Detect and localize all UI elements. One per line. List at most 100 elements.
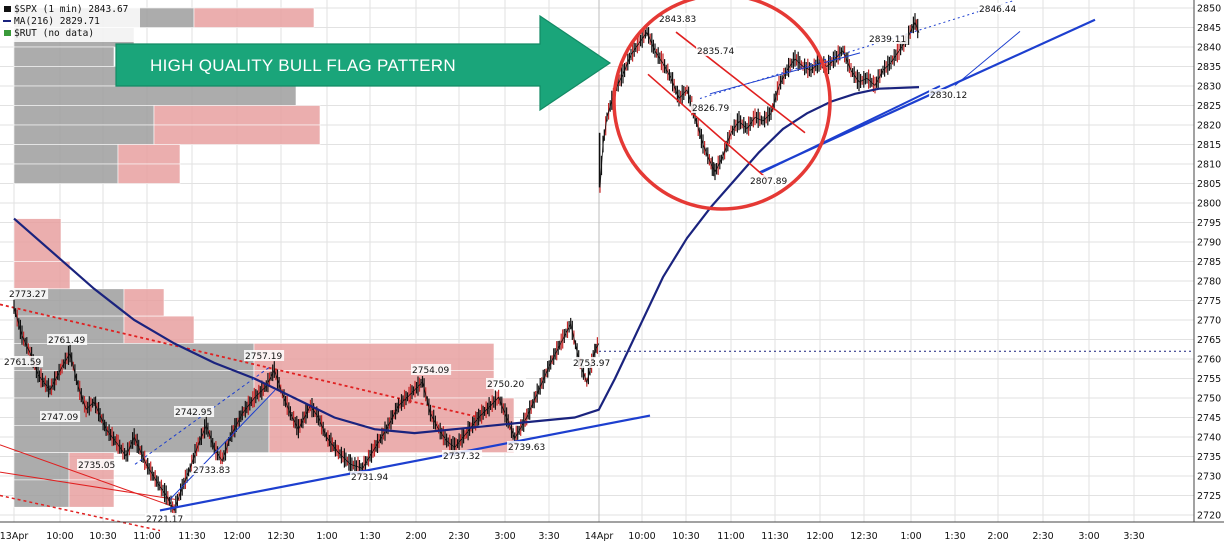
volume-profile-bar bbox=[193, 7, 315, 28]
y-tick-label: 2845 bbox=[1197, 23, 1221, 34]
price-label-bg bbox=[350, 471, 391, 482]
y-tick-label: 2815 bbox=[1197, 140, 1221, 151]
x-tick-label: 13Apr bbox=[0, 531, 28, 542]
banner-arrow: HIGH QUALITY BULL FLAG PATTERN bbox=[115, 14, 612, 112]
legend-entry-rut: $RUT (no data) bbox=[14, 28, 94, 39]
volume-profile-bar bbox=[13, 124, 155, 145]
price-label: 2747.09 bbox=[41, 413, 78, 423]
price-label-bg bbox=[658, 13, 699, 24]
price-label-bg bbox=[442, 450, 483, 461]
volume-profile-bar bbox=[13, 46, 115, 67]
price-label-bg bbox=[174, 406, 215, 417]
price-label-bg bbox=[411, 364, 452, 375]
x-tick-label: 10:00 bbox=[628, 531, 655, 542]
volume-profile-bar bbox=[123, 288, 165, 317]
price-label-bg bbox=[929, 89, 970, 100]
x-tick-label: 3:00 bbox=[494, 531, 515, 542]
y-tick-label: 2805 bbox=[1197, 179, 1221, 190]
price-label: 2839.11 bbox=[869, 35, 906, 45]
volume-profile-bar bbox=[153, 105, 321, 126]
y-tick-label: 2770 bbox=[1197, 316, 1221, 327]
volume-profile-bar bbox=[13, 144, 119, 165]
y-tick-label: 2835 bbox=[1197, 62, 1221, 73]
y-tick-label: 2795 bbox=[1197, 218, 1221, 229]
price-label-bg bbox=[77, 459, 118, 470]
flag-lower-line bbox=[647, 73, 769, 181]
price-label-bg bbox=[8, 288, 49, 299]
price-label: 2846.44 bbox=[979, 5, 1016, 15]
y-tick-label: 2825 bbox=[1197, 101, 1221, 112]
red-channel-line bbox=[0, 444, 176, 508]
x-tick-label: 2:30 bbox=[1032, 531, 1053, 542]
x-tick-label: 11:00 bbox=[133, 531, 160, 542]
price-labels: 2773.27 2761.59 2761.49 2747.09 2735.05 2721.… bbox=[3, 3, 1019, 525]
price-label-bg bbox=[47, 334, 88, 345]
thin-channel-line bbox=[169, 389, 276, 500]
volume-profile-bar bbox=[153, 124, 321, 145]
volume-profile-bar bbox=[117, 144, 181, 165]
banner-shape bbox=[115, 14, 612, 112]
price-label: 2826.79 bbox=[692, 104, 729, 114]
price-label-bg bbox=[145, 513, 186, 524]
price-label: 2742.95 bbox=[175, 408, 212, 418]
y-tick-label: 2725 bbox=[1197, 491, 1221, 502]
legend-entry-price: $SPX (1 min) 2843.67 bbox=[14, 4, 128, 15]
price-label-bg bbox=[696, 45, 737, 56]
x-tick-label: 12:00 bbox=[806, 531, 833, 542]
x-tick-label: 12:30 bbox=[267, 531, 294, 542]
price-label-bg bbox=[192, 464, 233, 475]
y-tick-label: 2750 bbox=[1197, 394, 1221, 405]
price-label-bg bbox=[868, 33, 909, 44]
volume-profile bbox=[13, 7, 515, 508]
volume-profile-bar bbox=[117, 163, 181, 184]
y-tick-label: 2800 bbox=[1197, 199, 1221, 210]
price-label: 2807.89 bbox=[750, 177, 787, 187]
price-label-bg bbox=[978, 3, 1019, 14]
price-label: 2739.63 bbox=[508, 443, 545, 453]
price-label-bg bbox=[507, 441, 548, 452]
price-label-bg bbox=[572, 357, 613, 368]
annotation-lines bbox=[134, 0, 1096, 512]
price-label: 2761.49 bbox=[48, 336, 85, 346]
price-label: 2835.74 bbox=[697, 47, 734, 57]
thin-channel-line bbox=[709, 52, 861, 95]
y-tick-label: 2745 bbox=[1197, 413, 1221, 424]
price-label-bg bbox=[749, 175, 790, 186]
volume-profile-bar bbox=[13, 163, 119, 184]
x-tick-label: 11:00 bbox=[717, 531, 744, 542]
volume-profile-bar bbox=[13, 261, 71, 290]
x-tick-label: 12:30 bbox=[850, 531, 877, 542]
x-tick-label: 1:00 bbox=[316, 531, 337, 542]
volume-profile-bar bbox=[13, 479, 70, 508]
price-line bbox=[13, 20, 920, 512]
red-channel-line bbox=[0, 471, 176, 500]
y-tick-label: 2840 bbox=[1197, 43, 1221, 54]
price-label-bg bbox=[486, 378, 527, 389]
red-dotted-trend bbox=[0, 303, 481, 419]
y-tick-label: 2780 bbox=[1197, 277, 1221, 288]
price-label: 2733.83 bbox=[193, 466, 230, 476]
price-label: 2750.20 bbox=[487, 380, 524, 390]
y-tick-label: 2735 bbox=[1197, 452, 1221, 463]
x-tick-label: 1:30 bbox=[944, 531, 965, 542]
thin-channel-line bbox=[954, 31, 1021, 86]
volume-profile-bar bbox=[13, 105, 155, 126]
legend-background bbox=[0, 0, 140, 42]
y-tick-label: 2785 bbox=[1197, 257, 1221, 268]
legend-swatch-rut bbox=[4, 30, 11, 36]
price-label: 2731.94 bbox=[351, 473, 388, 483]
y-tick-label: 2755 bbox=[1197, 374, 1221, 385]
price-label: 2757.19 bbox=[245, 352, 282, 362]
highlight-circle bbox=[612, 0, 832, 211]
price-label-bg bbox=[244, 350, 285, 361]
price-label: 2830.12 bbox=[930, 91, 967, 101]
y-tick-label: 2760 bbox=[1197, 355, 1221, 366]
price-label: 2843.83 bbox=[659, 15, 696, 25]
legend: $SPX (1 min) 2843.67 MA(216) 2829.71 $RU… bbox=[0, 0, 140, 42]
x-tick-label: 12:00 bbox=[223, 531, 250, 542]
y-tick-label: 2820 bbox=[1197, 121, 1221, 132]
x-tick-label: 11:30 bbox=[178, 531, 205, 542]
thin-channel-dotted bbox=[134, 366, 271, 465]
